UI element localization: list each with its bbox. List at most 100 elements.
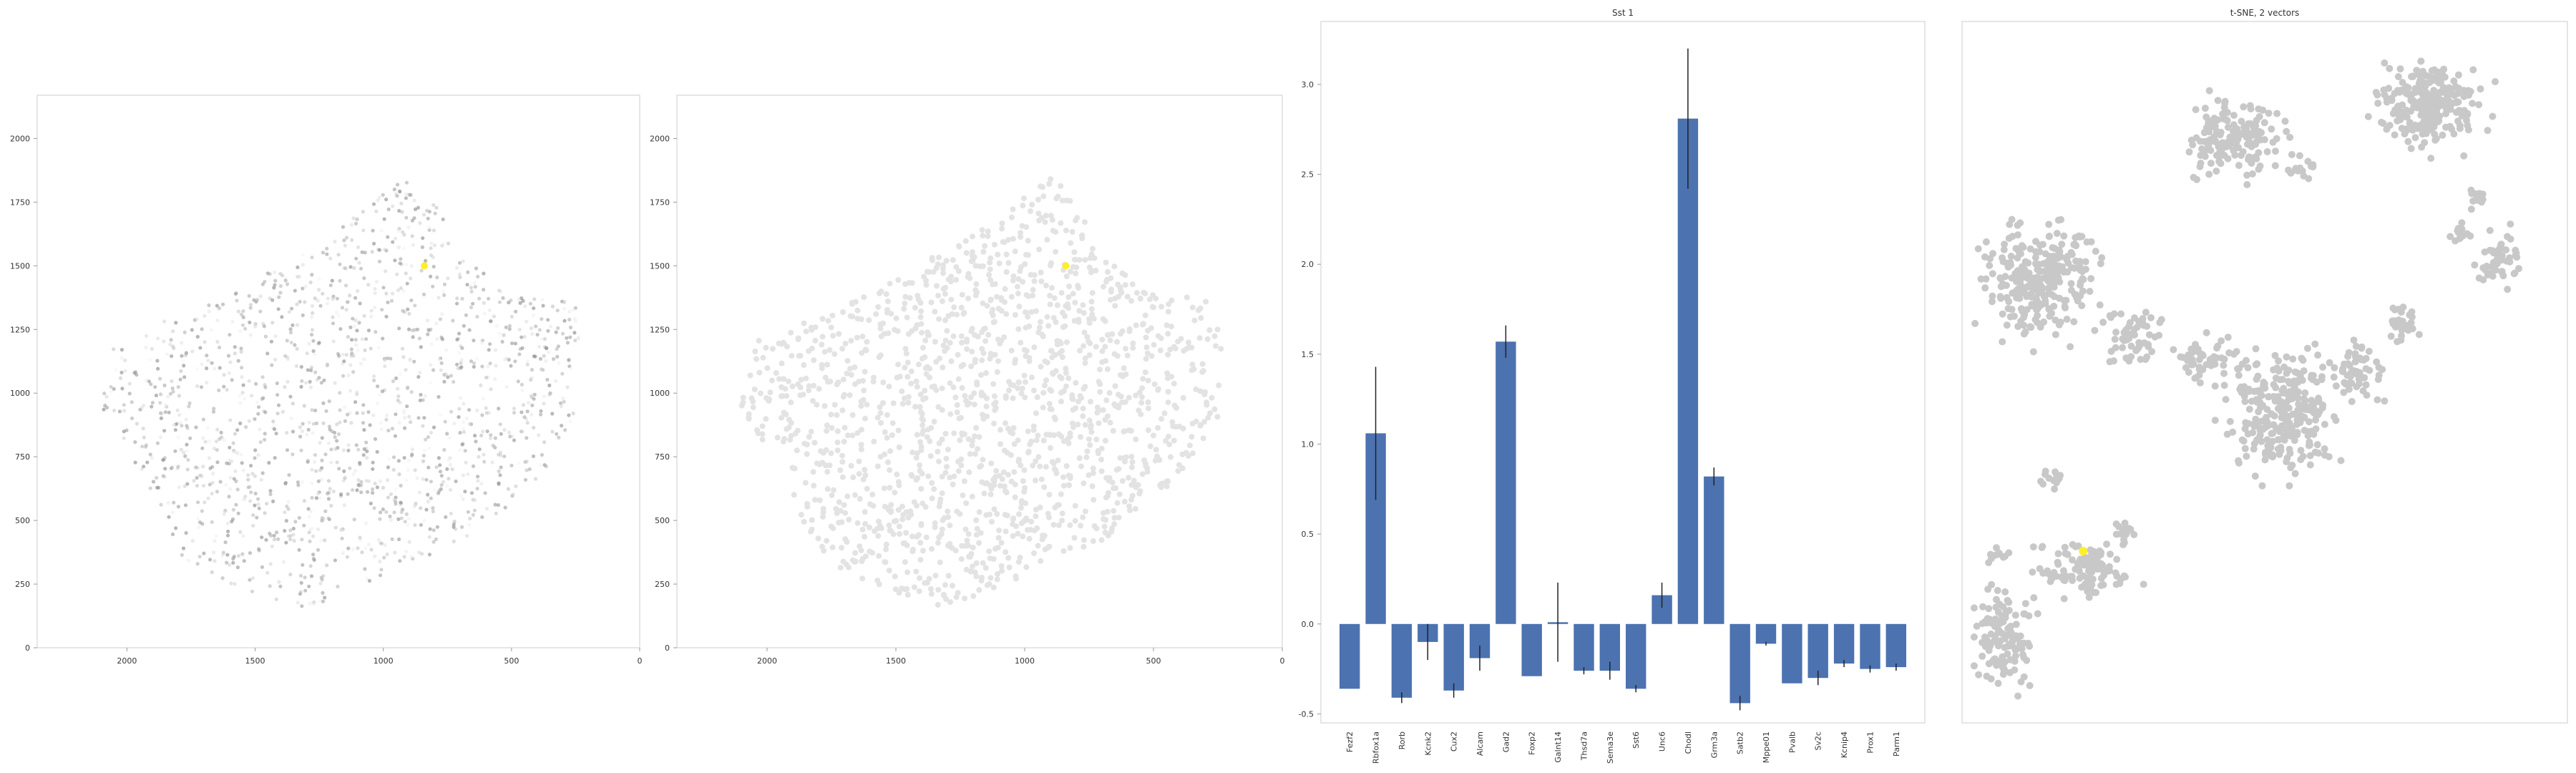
cell-point [825,318,831,324]
tsne-point [2373,396,2381,404]
cell-point [987,277,994,283]
bar-chodl [1677,118,1699,624]
cell-point [504,384,509,389]
cell-point [797,353,804,359]
cell-point [381,193,385,197]
cell-point [333,381,337,385]
cell-point [485,429,489,434]
tsne-point [2243,128,2250,136]
cell-point [885,330,892,336]
cell-point [1143,463,1149,470]
cell-point [1020,278,1026,285]
cell-point [932,308,938,315]
cell-point [402,555,406,559]
cell-point [291,429,296,434]
cell-point [1112,383,1118,389]
cell-point [959,291,965,298]
cell-point [265,570,270,575]
cell-point [475,408,479,413]
cell-point [554,330,558,334]
tsne-point [2050,258,2058,266]
cell-point [814,402,820,408]
cell-point [253,456,257,460]
cell-point [372,554,376,559]
bar-chart-bars [1340,48,1906,711]
cell-point [918,486,924,492]
cell-point [530,403,535,407]
cell-point [1036,246,1043,253]
cell-point [355,411,359,415]
cell-point [462,324,466,328]
cell-point [311,349,316,354]
cell-point [397,537,401,542]
cell-point [779,384,784,390]
cell-point [114,368,118,372]
tsne-point [2140,580,2147,588]
cell-point [429,496,433,500]
cell-point [302,404,306,408]
cell-point [862,533,868,540]
cell-point [845,432,851,439]
cell-point [1038,364,1044,370]
tsne-point [2060,595,2068,603]
cell-point [375,449,379,454]
cell-point [819,334,826,340]
cell-point [222,512,226,517]
cell-point [997,427,1003,433]
cell-point [489,387,493,392]
cell-point [837,467,844,473]
cell-point [256,412,260,416]
tsne-point [2318,376,2326,384]
cell-point [824,486,831,492]
tsne-point [2045,220,2053,228]
cell-point [985,331,992,338]
cell-point [353,296,358,300]
cell-point [780,339,786,346]
cell-point [834,381,840,387]
cell-point [794,447,800,454]
cell-point [429,241,434,245]
cell-point [987,351,994,357]
cell-point [316,479,321,484]
cell-point [462,402,466,406]
cell-point [411,335,415,339]
cell-point [1077,347,1083,354]
cell-point [834,428,841,434]
cell-point [1087,442,1093,448]
cell-point [997,482,1003,489]
cell-point [371,467,375,472]
cell-point [480,341,484,345]
cell-point [930,268,937,275]
tsne-point [2079,558,2087,566]
cell-point [458,275,462,280]
x-tick-label: Mppe01 [1762,731,1771,763]
cell-point [913,568,919,575]
cell-point [401,308,405,313]
tsne-point [2242,419,2250,427]
cell-point [892,586,899,593]
y-tick-label: 1250 [650,325,670,334]
cell-point [902,293,909,300]
tsne-point [2096,301,2104,309]
tsne-point [2224,334,2232,341]
cell-point [288,534,293,538]
tsne-point [2223,109,2231,117]
cell-point [550,429,555,434]
tsne-point [2017,305,2025,313]
cell-point [939,385,945,392]
tsne-point [2253,155,2260,162]
cell-point [747,372,753,379]
cell-point [180,553,184,558]
cell-point [1067,268,1073,275]
tsne-point [2285,419,2293,427]
cell-point [940,342,947,349]
cell-point [228,360,233,364]
cell-point [264,538,268,542]
cell-point [288,573,293,577]
cell-point [950,333,957,339]
cell-point [789,383,796,389]
tsne-point [2409,98,2417,106]
cell-point [350,238,354,242]
cell-point [130,400,134,404]
cell-point [246,485,250,490]
